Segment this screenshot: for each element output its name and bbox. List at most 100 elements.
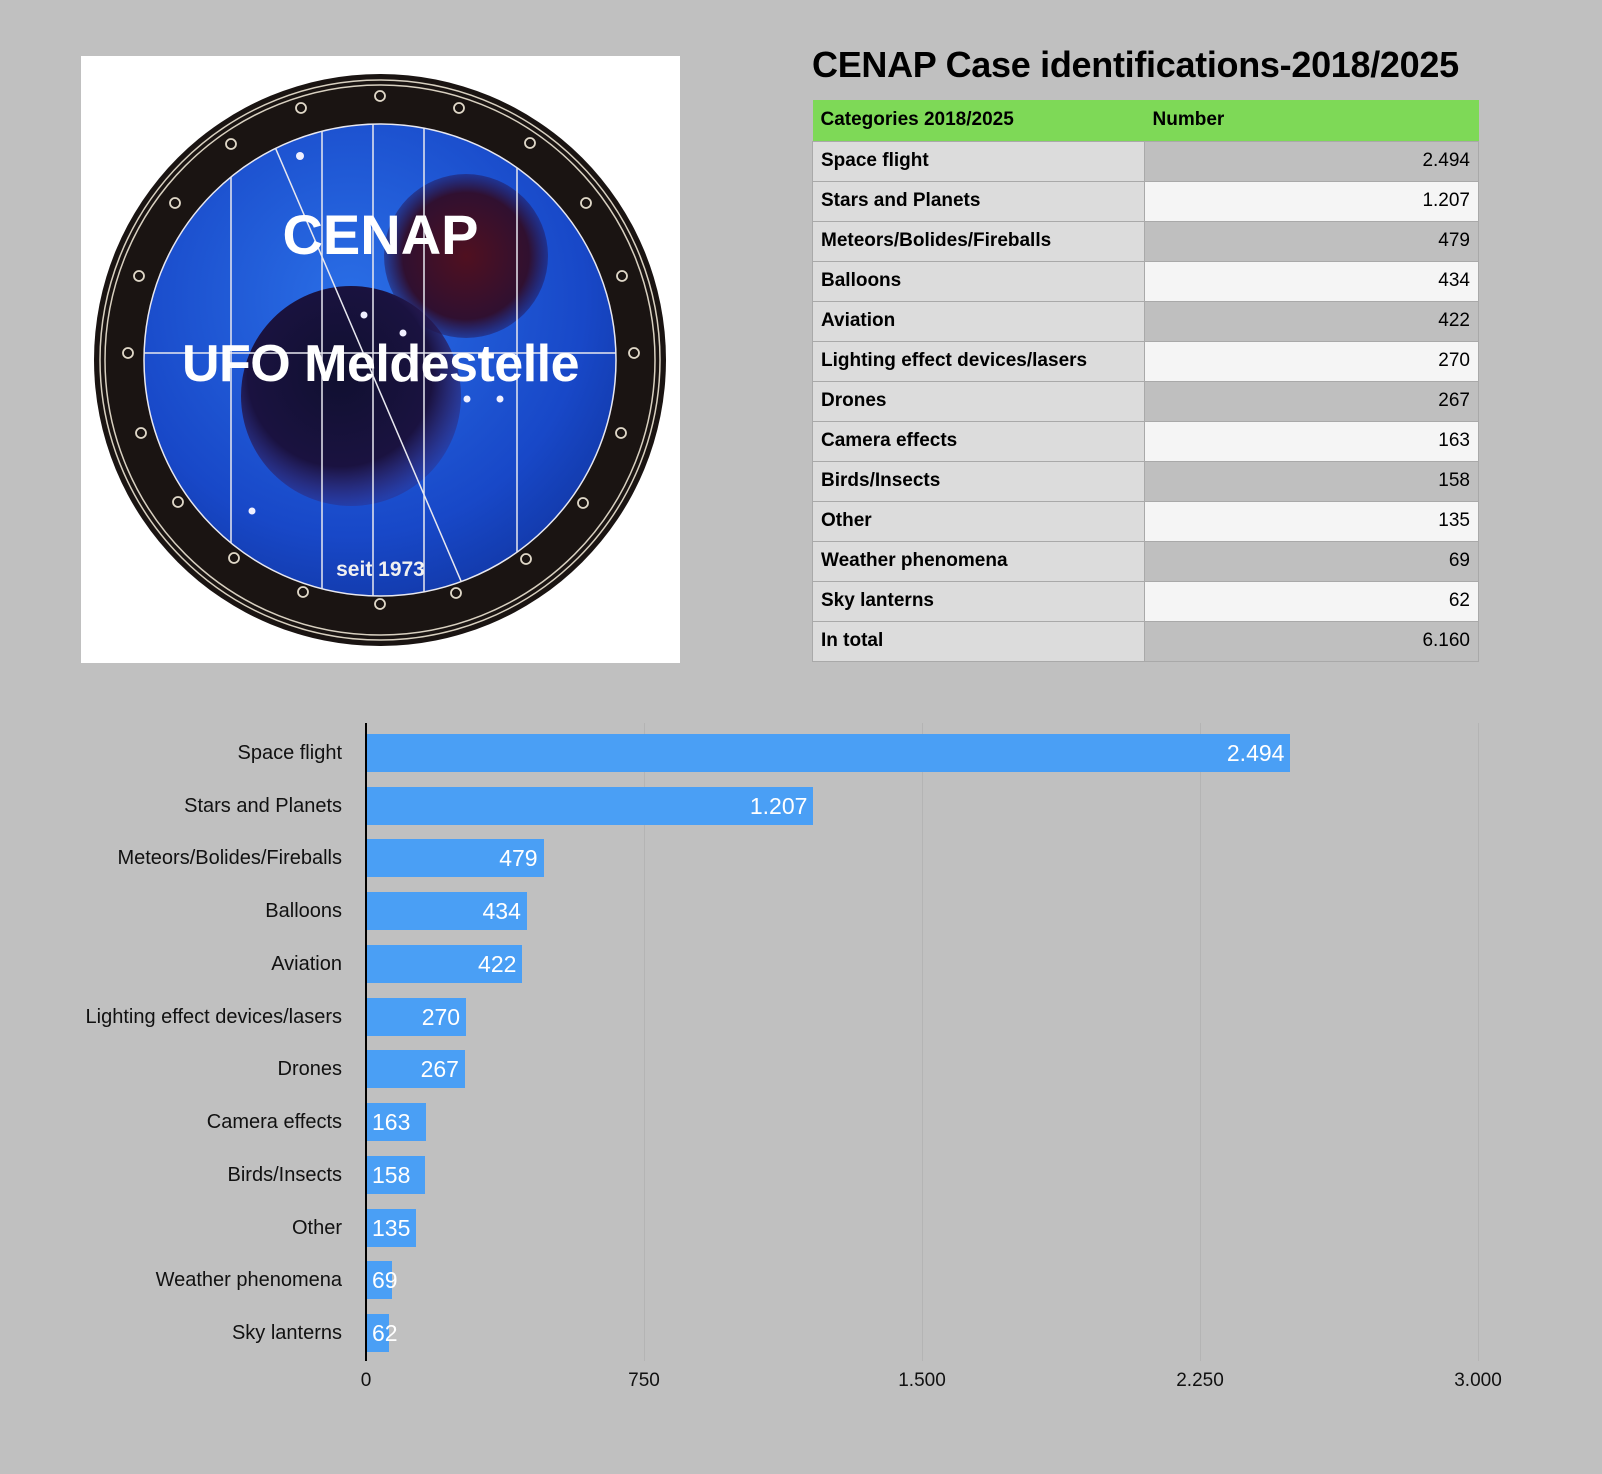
- bar-value-label: 267: [420, 1056, 459, 1082]
- bar: [367, 945, 523, 983]
- bar: [367, 839, 544, 877]
- row-number: 434: [1144, 260, 1479, 302]
- gridline: [1478, 723, 1479, 1361]
- bar-value-label: 479: [499, 845, 538, 871]
- page-title: CENAP Case identifications-2018/2025: [812, 44, 1459, 85]
- row-number: 422: [1144, 300, 1479, 342]
- row-category: Sky lanterns: [812, 580, 1145, 622]
- category-label: Sky lanterns: [231, 1322, 342, 1344]
- category-label: Lighting effect devices/lasers: [85, 1006, 342, 1028]
- category-label: Space flight: [237, 742, 342, 764]
- x-tick-label: 750: [628, 1370, 660, 1391]
- row-number: 6.160: [1144, 620, 1479, 662]
- bar-value-label: 2.494: [1226, 740, 1285, 766]
- table-row: Weather phenomena 69: [812, 540, 1479, 582]
- row-category: Other: [812, 500, 1145, 542]
- category-label: Birds/Insects: [227, 1164, 342, 1186]
- bar: [367, 1314, 389, 1352]
- row-number: 163: [1144, 420, 1479, 462]
- bar-row: Stars and Planets 1.207: [0, 787, 1602, 825]
- row-number: 158: [1144, 460, 1479, 502]
- table-header-row: Categories 2018/2025 Number: [812, 100, 1479, 141]
- bar: [367, 734, 1291, 772]
- row-number: 62: [1144, 580, 1479, 622]
- x-tick-label: 0: [360, 1370, 372, 1391]
- bar: [367, 892, 527, 930]
- bar-row: Camera effects 163: [0, 1103, 1602, 1141]
- bar: [367, 1261, 392, 1299]
- table-row: Lighting effect devices/lasers 270: [812, 340, 1479, 382]
- gridline: [922, 723, 923, 1361]
- row-category: In total: [812, 620, 1145, 662]
- ufo-emblem-icon: [94, 74, 666, 646]
- x-tick-label: 1.500: [898, 1370, 946, 1391]
- row-category: Weather phenomena: [812, 540, 1145, 582]
- row-category: Camera effects: [812, 420, 1145, 462]
- table-row: Drones 267: [812, 380, 1479, 422]
- bar-value-label: 163: [372, 1109, 411, 1135]
- bar-value-label: 1.207: [749, 793, 808, 819]
- gridline: [644, 723, 645, 1361]
- table-row: Aviation 422: [812, 300, 1479, 342]
- bar: [367, 1050, 465, 1088]
- bar-row: Sky lanterns 62: [0, 1314, 1602, 1352]
- case-table: Categories 2018/2025 Number Space flight…: [812, 100, 1479, 662]
- category-label: Meteors/Bolides/Fireballs: [117, 847, 342, 869]
- bar-value-label: 434: [482, 898, 521, 924]
- bar-value-label: 158: [372, 1162, 411, 1188]
- gridline: [1200, 723, 1201, 1361]
- bar-row: Lighting effect devices/lasers 270: [0, 998, 1602, 1036]
- category-label: Weather phenomena: [155, 1269, 342, 1291]
- bar-value-label: 422: [478, 951, 517, 977]
- logo-text-cenap: CENAP: [282, 203, 479, 266]
- table-row: Sky lanterns 62: [812, 580, 1479, 622]
- category-label: Other: [291, 1217, 342, 1239]
- row-category: Birds/Insects: [812, 460, 1145, 502]
- category-label: Aviation: [271, 953, 342, 975]
- bar-row: Space flight 2.494: [0, 734, 1602, 772]
- row-number: 135: [1144, 500, 1479, 542]
- bar: [367, 998, 467, 1036]
- header-categories: Categories 2018/2025: [812, 100, 1145, 141]
- table-row: Other 135: [812, 500, 1479, 542]
- bar-row: Meteors/Bolides/Fireballs 479: [0, 839, 1602, 877]
- bar-value-label: 135: [372, 1215, 411, 1241]
- category-label: Camera effects: [206, 1111, 342, 1133]
- category-label: Balloons: [265, 900, 342, 922]
- row-category: Balloons: [812, 260, 1145, 302]
- bar-value-label: 69: [372, 1267, 398, 1293]
- logo-text-seit-1973: seit 1973: [336, 558, 425, 581]
- bar: [367, 1103, 427, 1141]
- header-number: Number: [1144, 100, 1479, 141]
- table-row: Balloons 434: [812, 260, 1479, 302]
- y-axis-line: [365, 723, 367, 1361]
- row-number: 69: [1144, 540, 1479, 582]
- row-category: Stars and Planets: [812, 180, 1145, 222]
- table-row-total: In total 6.160: [812, 620, 1479, 662]
- category-label: Drones: [277, 1058, 342, 1080]
- bar: [367, 787, 814, 825]
- row-number: 270: [1144, 340, 1479, 382]
- bar-value-label: 270: [421, 1004, 461, 1030]
- bar-value-label: 62: [372, 1320, 398, 1346]
- table-row: Camera effects 163: [812, 420, 1479, 462]
- bar-row: Aviation 422: [0, 945, 1602, 983]
- row-category: Aviation: [812, 300, 1145, 342]
- row-category: Space flight: [812, 140, 1145, 182]
- bar-row: Weather phenomena 69: [0, 1261, 1602, 1299]
- bar-row: Other 135: [0, 1209, 1602, 1247]
- table-row: Birds/Insects 158: [812, 460, 1479, 502]
- row-category: Meteors/Bolides/Fireballs: [812, 220, 1145, 262]
- bar-row: Balloons 434: [0, 892, 1602, 930]
- category-label: Stars and Planets: [184, 795, 342, 817]
- x-tick-label: 3.000: [1454, 1370, 1502, 1391]
- row-number: 267: [1144, 380, 1479, 422]
- row-category: Drones: [812, 380, 1145, 422]
- row-category: Lighting effect devices/lasers: [812, 340, 1145, 382]
- x-tick-label: 2.250: [1176, 1370, 1224, 1391]
- table-row: Meteors/Bolides/Fireballs 479: [812, 220, 1479, 262]
- logo-text-ufo-meldestelle: UFO Meldestelle: [181, 335, 580, 393]
- bar: [367, 1156, 425, 1194]
- bar-row: Birds/Insects 158: [0, 1156, 1602, 1194]
